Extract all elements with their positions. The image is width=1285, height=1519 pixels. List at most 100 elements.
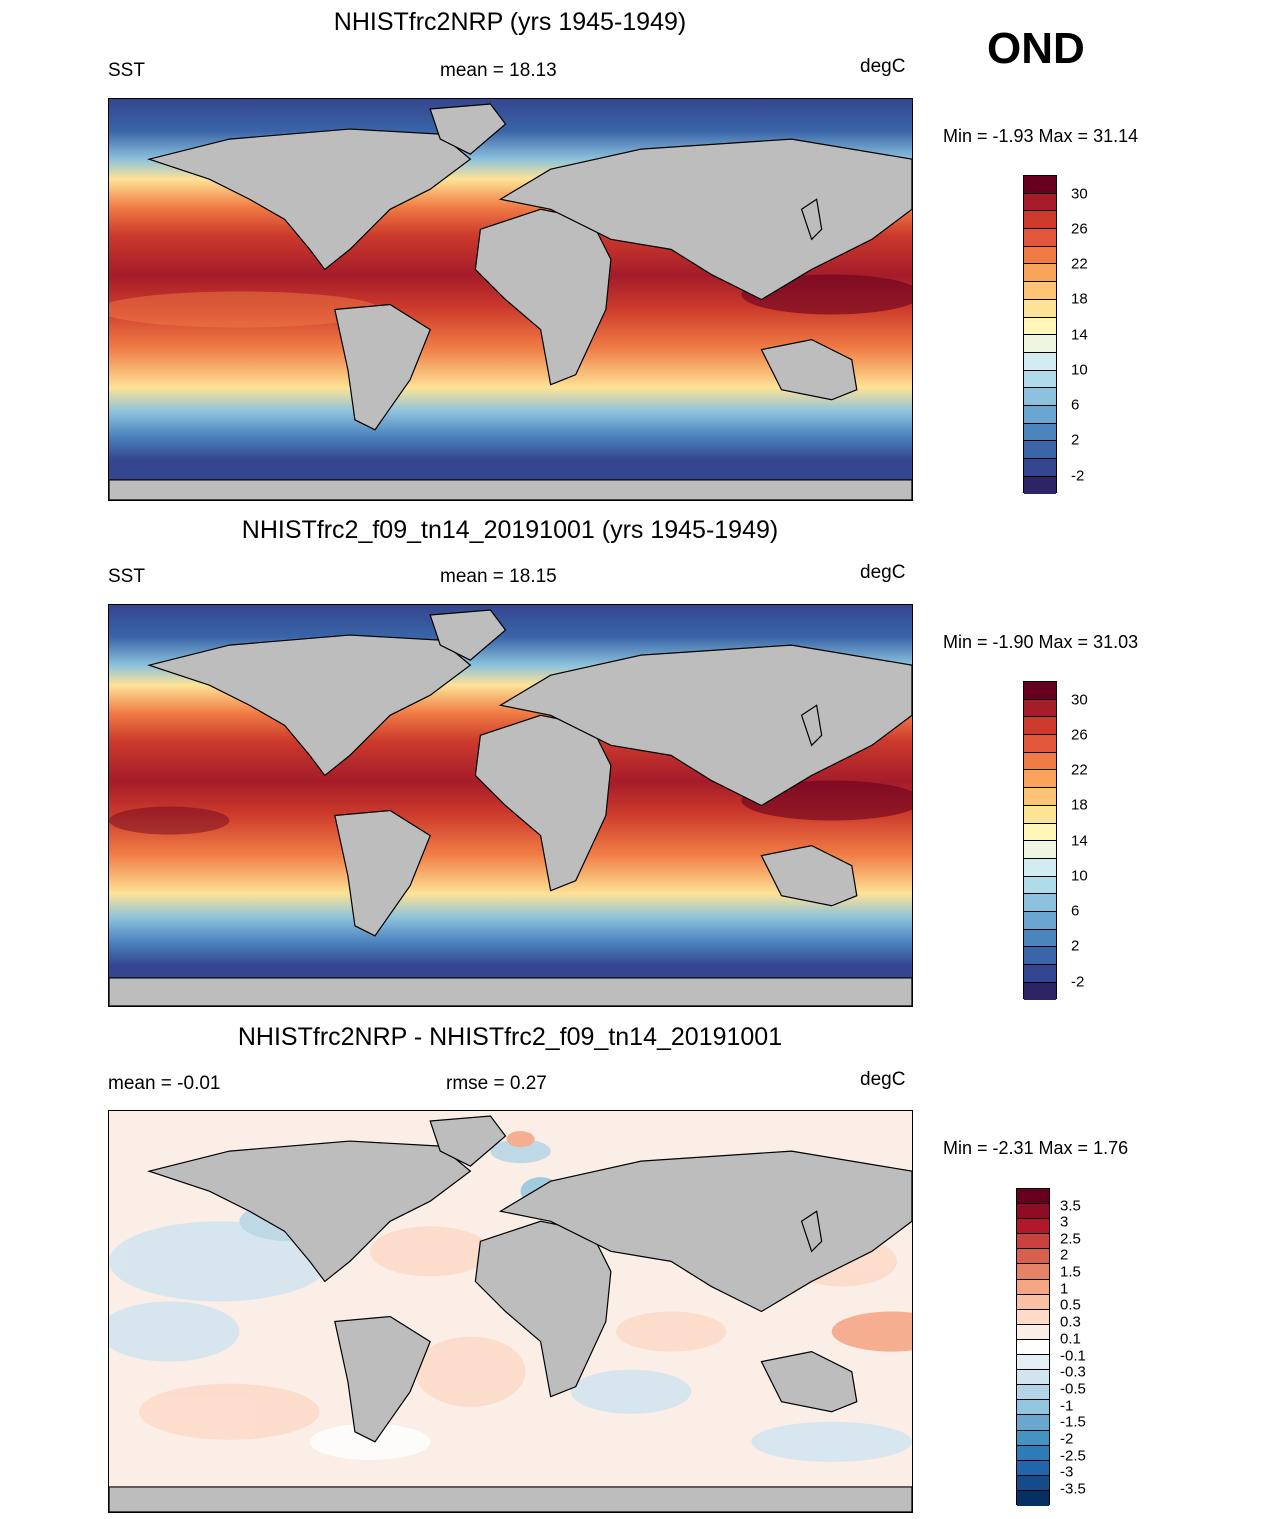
colorbar-tick-label: -2: [1071, 973, 1085, 991]
colorbar-cell: [1024, 459, 1056, 477]
panel-3-units-label: degC: [860, 1069, 906, 1090]
panel-3-mean-label: mean = -0.01: [108, 1073, 221, 1094]
colorbar-cell: [1024, 965, 1056, 983]
colorbar-cell: [1017, 1294, 1049, 1310]
colorbar-cell: [1024, 982, 1056, 1001]
colorbar-tick-label: 30: [1071, 691, 1088, 709]
colorbar-cell: [1024, 476, 1056, 495]
colorbar-tick-label: 10: [1071, 867, 1088, 885]
colorbar-cell: [1017, 1355, 1049, 1371]
colorbar-cell: [1017, 1339, 1049, 1356]
colorbar-cell: [1024, 682, 1056, 700]
colorbar-tick-label: 2: [1071, 937, 1080, 955]
panel-1-variable-label: SST: [108, 60, 145, 81]
colorbar-cell: [1024, 246, 1056, 265]
colorbar-cell: [1017, 1189, 1049, 1205]
colorbar-tick-label: -0.1: [1060, 1347, 1086, 1365]
colorbar-tick-label: -3.5: [1060, 1480, 1086, 1498]
colorbar-cell: [1017, 1279, 1049, 1295]
panel-2-units-label: degC: [860, 562, 906, 583]
colorbar-tick-label: 22: [1071, 255, 1088, 273]
colorbar-tick-label: 2: [1071, 431, 1080, 449]
panel-1-units-label: degC: [860, 56, 906, 77]
panel-2-title: NHISTfrc2_f09_tn14_20191001 (yrs 1945-19…: [241, 516, 779, 544]
panel-3-rmse-label: rmse = 0.27: [446, 1073, 547, 1094]
colorbar-tick-label: 14: [1071, 832, 1088, 850]
colorbar-tick-label: 18: [1071, 290, 1088, 308]
colorbar-cell: [1017, 1309, 1049, 1325]
colorbar-cell: [1024, 841, 1056, 859]
colorbar-cell: [1024, 264, 1056, 283]
colorbar-cell: [1017, 1460, 1049, 1476]
colorbar-tick-label: 26: [1071, 220, 1088, 238]
colorbar-cell: [1024, 317, 1056, 336]
colorbar-cell: [1017, 1400, 1049, 1416]
colorbar-cell: [1017, 1370, 1049, 1386]
colorbar-cell: [1024, 211, 1056, 230]
colorbar-tick-label: -1: [1060, 1397, 1074, 1415]
colorbar-cell: [1024, 752, 1056, 771]
colorbar-tick-label: 2.5: [1060, 1230, 1081, 1248]
colorbar-cell: [1024, 929, 1056, 948]
colorbar-cell: [1024, 441, 1056, 459]
panel-2-colorbar: [1023, 681, 1057, 1001]
colorbar-cell: [1017, 1445, 1049, 1461]
colorbar-tick-label: 2: [1060, 1246, 1069, 1264]
colorbar-cell: [1024, 717, 1056, 736]
colorbar-tick-label: 30: [1071, 185, 1088, 203]
colorbar-tick-label: -0.5: [1060, 1380, 1086, 1398]
colorbar-cell: [1024, 193, 1056, 212]
panel-3-colorbar: [1016, 1188, 1050, 1506]
colorbar-cell: [1017, 1385, 1049, 1401]
colorbar-cell: [1017, 1324, 1049, 1340]
colorbar-cell: [1017, 1204, 1049, 1220]
colorbar-tick-label: -2.5: [1060, 1447, 1086, 1465]
colorbar-tick-label: 1: [1060, 1280, 1069, 1298]
colorbar-tick-label: 14: [1071, 326, 1088, 344]
colorbar-cell: [1024, 947, 1056, 965]
colorbar-tick-label: 6: [1071, 396, 1080, 414]
colorbar-cell: [1024, 876, 1056, 895]
colorbar-cell: [1024, 388, 1056, 406]
colorbar-cell: [1017, 1475, 1049, 1491]
colorbar-cell: [1024, 352, 1056, 371]
colorbar-tick-label: 18: [1071, 796, 1088, 814]
colorbar-tick-label: 6: [1071, 902, 1080, 920]
colorbar-tick-label: -0.3: [1060, 1363, 1086, 1381]
panel-1-minmax: Min = -1.93 Max = 31.14: [943, 126, 1139, 146]
panel-1-sst-map: [108, 98, 913, 501]
panel-2-minmax: Min = -1.90 Max = 31.03: [943, 632, 1139, 652]
colorbar-cell: [1024, 299, 1056, 318]
panel-3-difference-map: [108, 1110, 913, 1513]
panel-2-variable-label: SST: [108, 566, 145, 587]
season-label: OND: [987, 24, 1085, 73]
colorbar-tick-label: 1.5: [1060, 1263, 1081, 1281]
colorbar-tick-label: 3.5: [1060, 1197, 1081, 1215]
colorbar-cell: [1024, 370, 1056, 389]
colorbar-cell: [1024, 229, 1056, 247]
colorbar-tick-label: 10: [1071, 361, 1088, 379]
colorbar-tick-label: -2: [1060, 1430, 1074, 1448]
colorbar-cell: [1024, 805, 1056, 824]
colorbar-tick-label: -3: [1060, 1463, 1074, 1481]
colorbar-tick-label: 3: [1060, 1213, 1069, 1231]
colorbar-cell: [1024, 335, 1056, 353]
colorbar-tick-label: -1.5: [1060, 1413, 1086, 1431]
colorbar-cell: [1017, 1415, 1049, 1431]
colorbar-cell: [1017, 1264, 1049, 1280]
colorbar-cell: [1024, 176, 1056, 194]
panel-2-sst-map: [108, 604, 913, 1007]
colorbar-cell: [1024, 894, 1056, 912]
panel-1-title: NHISTfrc2NRP (yrs 1945-1949): [333, 8, 687, 36]
colorbar-tick-label: 0.5: [1060, 1296, 1081, 1314]
colorbar-cell: [1017, 1249, 1049, 1265]
colorbar-tick-label: 26: [1071, 726, 1088, 744]
panel-3-title: NHISTfrc2NRP - NHISTfrc2_f09_tn14_201910…: [237, 1023, 783, 1051]
colorbar-tick-label: 22: [1071, 761, 1088, 779]
colorbar-cell: [1024, 735, 1056, 753]
panel-3-minmax: Min = -2.31 Max = 1.76: [943, 1138, 1129, 1158]
colorbar-cell: [1024, 770, 1056, 789]
colorbar-cell: [1024, 858, 1056, 877]
panel-2-mean-label: mean = 18.15: [440, 566, 557, 587]
colorbar-cell: [1024, 282, 1056, 300]
